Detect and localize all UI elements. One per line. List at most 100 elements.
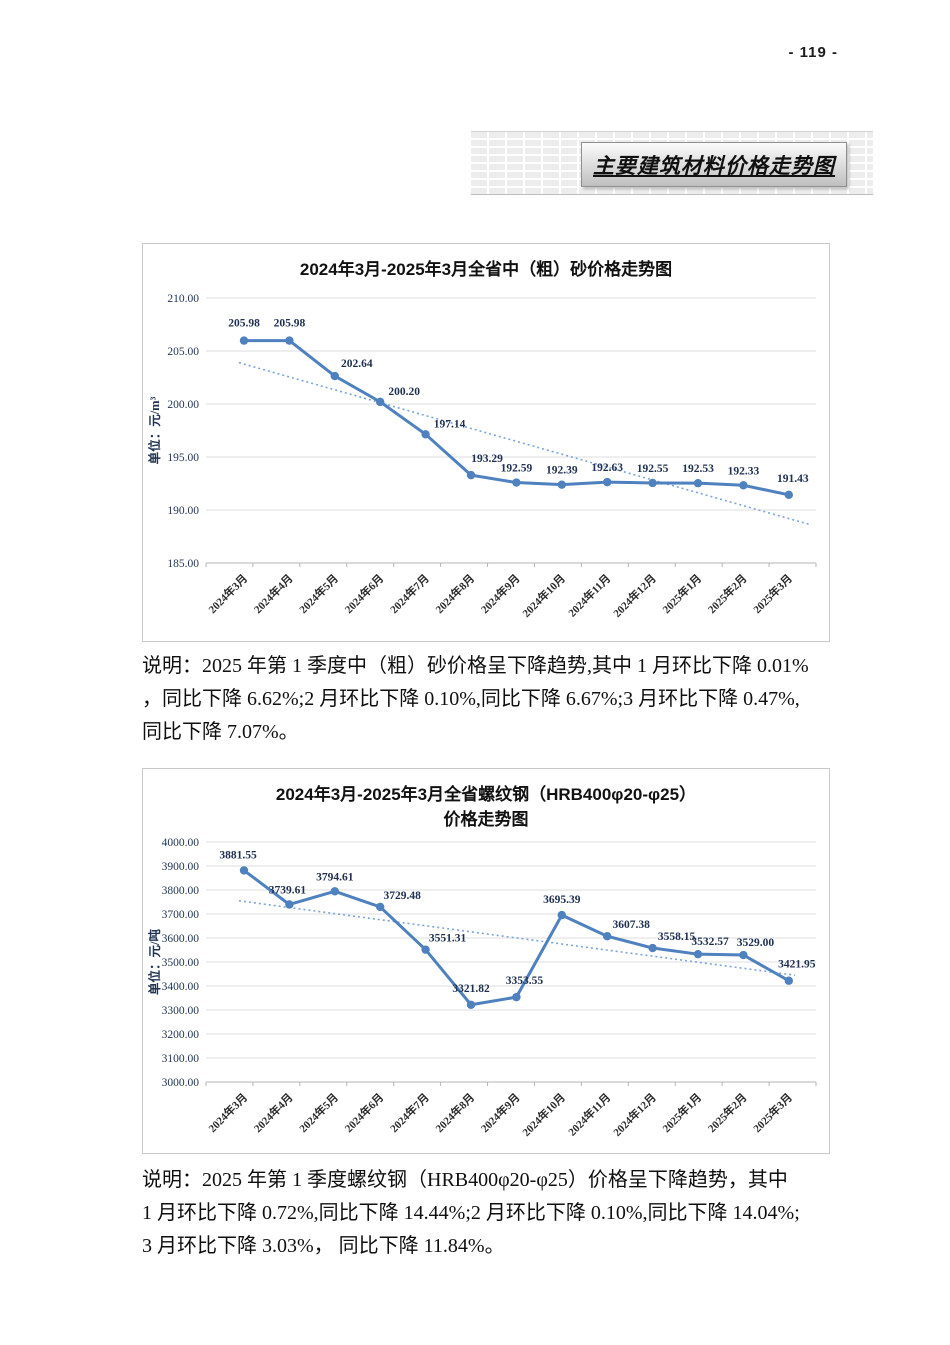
svg-text:3739.61: 3739.61 bbox=[269, 884, 307, 896]
note-line: ，同比下降 6.62%;2 月环比下降 0.10%,同比下降 6.67%;3 月… bbox=[142, 688, 800, 710]
sand-chart-title: 2024年3月-2025年3月全省中（粗）砂价格走势图 bbox=[143, 257, 829, 282]
svg-text:2024年11月: 2024年11月 bbox=[565, 571, 613, 619]
x-axis-ticks bbox=[205, 563, 817, 567]
sand-price-chart-panel: 2024年3月-2025年3月全省中（粗）砂价格走势图 185.00 190.00… bbox=[142, 243, 830, 642]
svg-text:205.98: 205.98 bbox=[274, 318, 306, 330]
svg-text:3529.00: 3529.00 bbox=[737, 937, 775, 949]
y-tick-labels: 185.00 190.00 195.00 200.00 205.00 210.00 bbox=[167, 293, 199, 570]
svg-text:3000.00: 3000.00 bbox=[162, 1077, 200, 1089]
x-tick-labels: 2024年3月 2024年4月 2024年5月 2024年6月 2024年7月 2024年… bbox=[205, 1090, 795, 1139]
svg-text:2024年11月: 2024年11月 bbox=[565, 1090, 613, 1138]
rebar-chart-title-line: 2024年3月-2025年3月全省螺纹钢（HRB400φ20-φ25） bbox=[275, 785, 697, 804]
svg-text:2024年5月: 2024年5月 bbox=[296, 571, 341, 616]
svg-text:3600.00: 3600.00 bbox=[162, 933, 200, 945]
svg-text:192.59: 192.59 bbox=[501, 463, 533, 475]
svg-text:202.64: 202.64 bbox=[341, 358, 373, 370]
svg-text:2024年12月: 2024年12月 bbox=[610, 571, 659, 620]
note-line: 说明：2025 年第 1 季度中（粗）砂价格呈下降趋势,其中 1 月环比下降 0… bbox=[142, 655, 809, 677]
svg-text:3551.31: 3551.31 bbox=[429, 933, 467, 945]
y-axis-unit-label: 单位：元/吨 bbox=[147, 929, 162, 995]
svg-text:2025年1月: 2025年1月 bbox=[659, 1090, 704, 1135]
svg-text:2024年6月: 2024年6月 bbox=[341, 571, 386, 616]
svg-text:3607.38: 3607.38 bbox=[613, 919, 651, 931]
sand-price-line-chart: 185.00 190.00 195.00 200.00 205.00 210.00 2024… bbox=[147, 293, 817, 620]
svg-text:205.00: 205.00 bbox=[167, 346, 199, 358]
data-labels: 205.98 205.98202.64200.20197.14193.29192.… bbox=[228, 318, 809, 485]
svg-text:3558.15: 3558.15 bbox=[658, 931, 696, 943]
svg-text:200.20: 200.20 bbox=[388, 386, 420, 398]
trend-line bbox=[238, 361, 812, 526]
x-tick-labels: 2024年3月 2024年4月 2024年5月 2024年6月 2024年7月 2024年… bbox=[205, 571, 795, 620]
svg-text:205.98: 205.98 bbox=[228, 318, 260, 330]
svg-text:200.00: 200.00 bbox=[167, 399, 199, 411]
svg-text:193.29: 193.29 bbox=[471, 453, 503, 465]
svg-text:2024年8月: 2024年8月 bbox=[432, 1090, 477, 1135]
svg-text:3353.55: 3353.55 bbox=[506, 975, 544, 987]
note-line: 1 月环比下降 0.72%,同比下降 14.44%;2 月环比下降 0.10%,… bbox=[142, 1202, 800, 1224]
y-axis-unit-label: 单位：元/m³ bbox=[147, 396, 162, 464]
x-axis-ticks bbox=[205, 1082, 817, 1086]
svg-text:3100.00: 3100.00 bbox=[162, 1053, 200, 1065]
svg-text:3321.82: 3321.82 bbox=[452, 983, 490, 995]
svg-text:192.63: 192.63 bbox=[591, 462, 623, 474]
trend-line bbox=[238, 900, 796, 976]
svg-text:2024年3月: 2024年3月 bbox=[205, 1090, 250, 1135]
svg-text:2024年9月: 2024年9月 bbox=[478, 571, 523, 616]
section-banner: 主要建筑材料价格走势图 bbox=[471, 131, 873, 195]
page-number: - 119 - bbox=[788, 44, 838, 61]
sand-chart-title-line: 2024年3月-2025年3月全省中（粗）砂价格走势图 bbox=[299, 260, 673, 279]
svg-text:3300.00: 3300.00 bbox=[162, 1005, 200, 1017]
svg-text:3421.95: 3421.95 bbox=[778, 959, 816, 971]
note-line: 同比下降 7.07%。 bbox=[142, 721, 299, 743]
svg-text:185.00: 185.00 bbox=[167, 558, 199, 570]
svg-text:2024年4月: 2024年4月 bbox=[251, 571, 296, 616]
svg-text:3900.00: 3900.00 bbox=[162, 861, 200, 873]
svg-text:3881.55: 3881.55 bbox=[219, 849, 257, 861]
svg-text:191.43: 191.43 bbox=[777, 473, 809, 485]
svg-text:2025年2月: 2025年2月 bbox=[705, 571, 750, 616]
note-line: 说明：2025 年第 1 季度螺纹钢（HRB400φ20-φ25）价格呈下降趋势… bbox=[142, 1169, 788, 1191]
svg-text:192.55: 192.55 bbox=[637, 463, 669, 475]
svg-text:2024年9月: 2024年9月 bbox=[478, 1090, 523, 1135]
svg-text:2025年1月: 2025年1月 bbox=[659, 571, 704, 616]
svg-text:2024年4月: 2024年4月 bbox=[251, 1090, 296, 1135]
svg-text:2024年3月: 2024年3月 bbox=[205, 571, 250, 616]
svg-text:197.14: 197.14 bbox=[434, 418, 466, 430]
svg-text:3794.61: 3794.61 bbox=[316, 871, 354, 883]
data-points bbox=[239, 336, 793, 500]
svg-text:192.39: 192.39 bbox=[546, 465, 578, 477]
svg-text:3800.00: 3800.00 bbox=[162, 885, 200, 897]
data-points bbox=[239, 866, 793, 1009]
section-banner-label: 主要建筑材料价格走势图 bbox=[581, 142, 847, 187]
svg-text:3700.00: 3700.00 bbox=[162, 909, 200, 921]
svg-text:2024年10月: 2024年10月 bbox=[519, 1090, 568, 1139]
section-banner-title: 主要建筑材料价格走势图 bbox=[593, 153, 835, 178]
svg-text:2024年8月: 2024年8月 bbox=[432, 571, 477, 616]
rebar-price-note: 说明：2025 年第 1 季度螺纹钢（HRB400φ20-φ25）价格呈下降趋势… bbox=[142, 1164, 854, 1263]
svg-text:4000.00: 4000.00 bbox=[162, 837, 200, 849]
svg-text:3532.57: 3532.57 bbox=[691, 936, 729, 948]
svg-text:2025年3月: 2025年3月 bbox=[750, 571, 795, 616]
svg-text:2025年2月: 2025年2月 bbox=[705, 1090, 750, 1135]
svg-text:3695.39: 3695.39 bbox=[543, 894, 581, 906]
y-gridlines bbox=[206, 841, 816, 1083]
note-line: 3 月环比下降 3.03%， 同比下降 11.84%。 bbox=[142, 1235, 505, 1257]
svg-text:2024年7月: 2024年7月 bbox=[387, 571, 432, 616]
svg-text:3400.00: 3400.00 bbox=[162, 981, 200, 993]
svg-text:210.00: 210.00 bbox=[167, 293, 199, 305]
svg-text:3729.48: 3729.48 bbox=[384, 890, 422, 902]
rebar-chart-title-line: 价格走势图 bbox=[443, 810, 529, 829]
svg-text:3200.00: 3200.00 bbox=[162, 1029, 200, 1041]
svg-text:192.53: 192.53 bbox=[682, 463, 714, 475]
svg-text:2024年10月: 2024年10月 bbox=[519, 571, 568, 620]
rebar-chart-title: 2024年3月-2025年3月全省螺纹钢（HRB400φ20-φ25） 价格走势… bbox=[143, 782, 829, 832]
svg-text:2024年6月: 2024年6月 bbox=[341, 1090, 386, 1135]
svg-text:2024年5月: 2024年5月 bbox=[296, 1090, 341, 1135]
data-labels: 3881.55 3739.61 3794.61 3729.48 3551.31 3321.… bbox=[219, 849, 815, 994]
svg-text:195.00: 195.00 bbox=[167, 452, 199, 464]
sand-price-note: 说明：2025 年第 1 季度中（粗）砂价格呈下降趋势,其中 1 月环比下降 0… bbox=[142, 650, 854, 749]
svg-text:192.33: 192.33 bbox=[728, 465, 760, 477]
y-gridlines bbox=[206, 297, 816, 564]
svg-text:190.00: 190.00 bbox=[167, 505, 199, 517]
svg-text:2025年3月: 2025年3月 bbox=[750, 1090, 795, 1135]
